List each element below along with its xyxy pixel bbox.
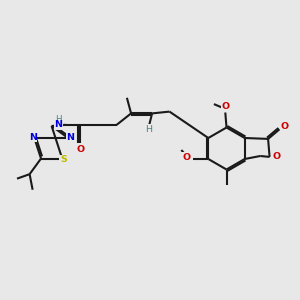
Text: O: O bbox=[273, 152, 281, 161]
Text: H: H bbox=[146, 124, 153, 134]
Text: O: O bbox=[281, 122, 289, 131]
Text: N: N bbox=[29, 133, 37, 142]
Text: N: N bbox=[67, 133, 74, 142]
Text: H: H bbox=[55, 115, 62, 124]
Text: O: O bbox=[76, 145, 84, 154]
Text: O: O bbox=[182, 153, 190, 162]
Text: O: O bbox=[221, 102, 230, 111]
Text: S: S bbox=[60, 155, 67, 164]
Text: N: N bbox=[54, 120, 62, 129]
